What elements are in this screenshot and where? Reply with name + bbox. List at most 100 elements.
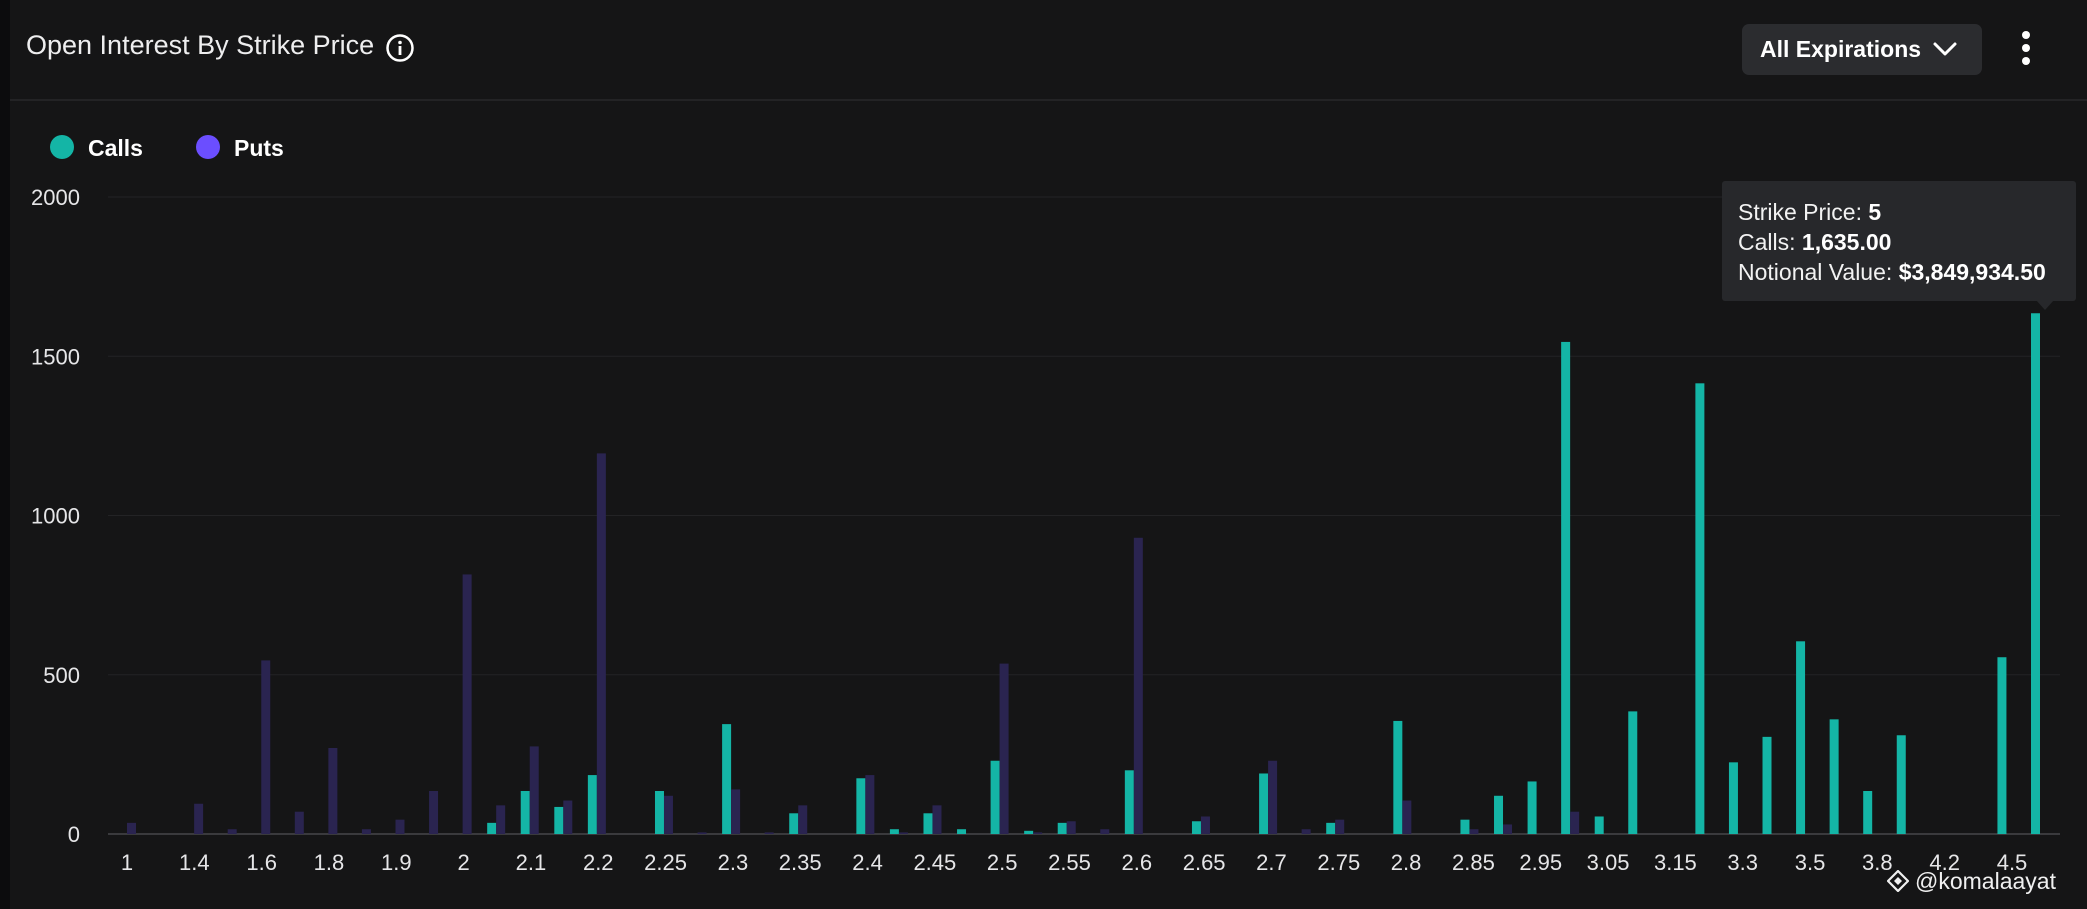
bar-calls	[1728, 762, 1738, 834]
bar-calls	[1829, 719, 1839, 834]
bar-calls	[957, 829, 967, 834]
x-tick-label: 3.15	[1654, 850, 1697, 875]
watermark: @komalaayat	[1915, 868, 2056, 894]
x-tick-label: 2	[457, 850, 469, 875]
x-tick-label: 2.35	[779, 850, 822, 875]
tooltip-strike-label: Strike Price:	[1738, 199, 1869, 225]
info-circle-icon[interactable]	[385, 33, 415, 63]
bar-calls	[1326, 822, 1336, 834]
legend-swatch-calls	[50, 135, 74, 159]
chart-panel: Open Interest By Strike Price All Expira…	[10, 0, 2087, 909]
tooltip-notional-value: $3,849,934.50	[1898, 259, 2046, 285]
x-tick-label: 2.6	[1122, 850, 1153, 875]
bar-puts	[227, 829, 237, 834]
bar-puts	[496, 805, 506, 834]
tooltip-strike: Strike Price: 5	[1738, 199, 1881, 226]
bar-puts	[462, 574, 472, 834]
bar-puts	[1268, 760, 1278, 834]
x-tick-label: 2.75	[1317, 850, 1360, 875]
x-tick-label: 2.7	[1256, 850, 1287, 875]
more-vertical-icon[interactable]	[2020, 30, 2032, 68]
x-tick-label: 2.5	[987, 850, 1018, 875]
bar-puts	[1335, 819, 1345, 834]
x-tick-label: 4.2	[1929, 850, 1960, 875]
tooltip-notional: Notional Value: $3,849,934.50	[1738, 259, 2046, 286]
chart-tooltip: Strike Price: 5 Calls: 1,635.00 Notional…	[1722, 181, 2076, 301]
y-tick-label: 2000	[31, 185, 80, 210]
tooltip-arrow	[2036, 300, 2054, 310]
x-tick-label: 2.2	[583, 850, 614, 875]
expiration-select-label: All Expirations	[1760, 36, 1922, 62]
bar-puts	[1133, 537, 1143, 834]
x-tick-label: 4.5	[1997, 850, 2028, 875]
x-tick-label: 2.55	[1048, 850, 1091, 875]
bar-calls	[1695, 383, 1705, 834]
bar-calls	[1863, 791, 1873, 834]
bar-puts	[932, 805, 942, 834]
bar-calls	[1494, 795, 1504, 834]
bar-puts	[596, 453, 606, 834]
page-title: Open Interest By Strike Price	[26, 30, 375, 60]
bar-calls	[1191, 821, 1201, 834]
bar-puts	[1066, 821, 1076, 834]
bar-calls	[1527, 781, 1537, 834]
bar-puts	[663, 795, 673, 834]
bar-puts	[999, 663, 1009, 834]
bar-puts	[1100, 829, 1110, 834]
bar-calls	[1628, 711, 1638, 834]
bar-calls	[2031, 313, 2040, 834]
bar-puts	[1033, 832, 1043, 834]
x-tick-label: 2.25	[644, 850, 687, 875]
y-tick-label: 1500	[31, 344, 80, 369]
bar-calls	[1460, 819, 1470, 834]
bar-calls	[587, 775, 597, 834]
x-tick-label: 1.9	[381, 850, 412, 875]
bar-puts	[697, 832, 707, 834]
bar-calls	[1393, 720, 1403, 834]
bar-puts	[1469, 829, 1479, 834]
x-tick-label: 2.45	[913, 850, 956, 875]
bar-calls	[1124, 770, 1134, 834]
x-tick-label: 3.5	[1795, 850, 1826, 875]
bar-calls	[1997, 657, 2007, 834]
bar-puts	[1301, 829, 1311, 834]
x-tick-label: 1.4	[179, 850, 210, 875]
bar-puts	[261, 660, 271, 834]
legend-swatch-puts	[196, 135, 220, 159]
bar-puts	[1570, 811, 1580, 834]
bar-calls	[722, 724, 732, 834]
bar-puts	[798, 805, 808, 834]
x-tick-label: 2.85	[1452, 850, 1495, 875]
bar-calls	[789, 813, 799, 834]
x-tick-label: 2.3	[718, 850, 749, 875]
x-tick-label: 3.3	[1727, 850, 1758, 875]
expiration-select[interactable]: All Expirations	[1742, 24, 1982, 75]
bar-calls	[889, 829, 899, 834]
bar-puts	[865, 775, 875, 834]
bar-calls	[1896, 735, 1906, 834]
tooltip-calls: Calls: 1,635.00	[1738, 229, 1891, 256]
bar-puts	[731, 789, 741, 834]
x-tick-label: 3.8	[1862, 850, 1893, 875]
diamond-logo-icon	[1886, 869, 1910, 893]
bar-calls	[1024, 830, 1034, 834]
y-tick-label: 500	[43, 663, 80, 688]
bar-calls	[1594, 816, 1604, 834]
bar-puts	[395, 819, 405, 834]
bar-calls	[520, 791, 530, 834]
bar-puts	[328, 748, 338, 834]
bar-puts	[194, 803, 204, 834]
page-edge	[0, 0, 10, 909]
x-tick-label: 2.8	[1391, 850, 1422, 875]
bar-calls	[1796, 641, 1806, 834]
x-tick-label: 1.6	[246, 850, 277, 875]
bar-calls	[1561, 341, 1571, 834]
bar-puts	[764, 832, 774, 834]
bar-puts	[1200, 816, 1210, 834]
bar-puts	[429, 791, 439, 834]
tooltip-strike-value: 5	[1868, 199, 1882, 225]
bar-calls	[856, 778, 866, 834]
bar-puts	[127, 822, 136, 834]
bar-calls	[1259, 773, 1269, 834]
